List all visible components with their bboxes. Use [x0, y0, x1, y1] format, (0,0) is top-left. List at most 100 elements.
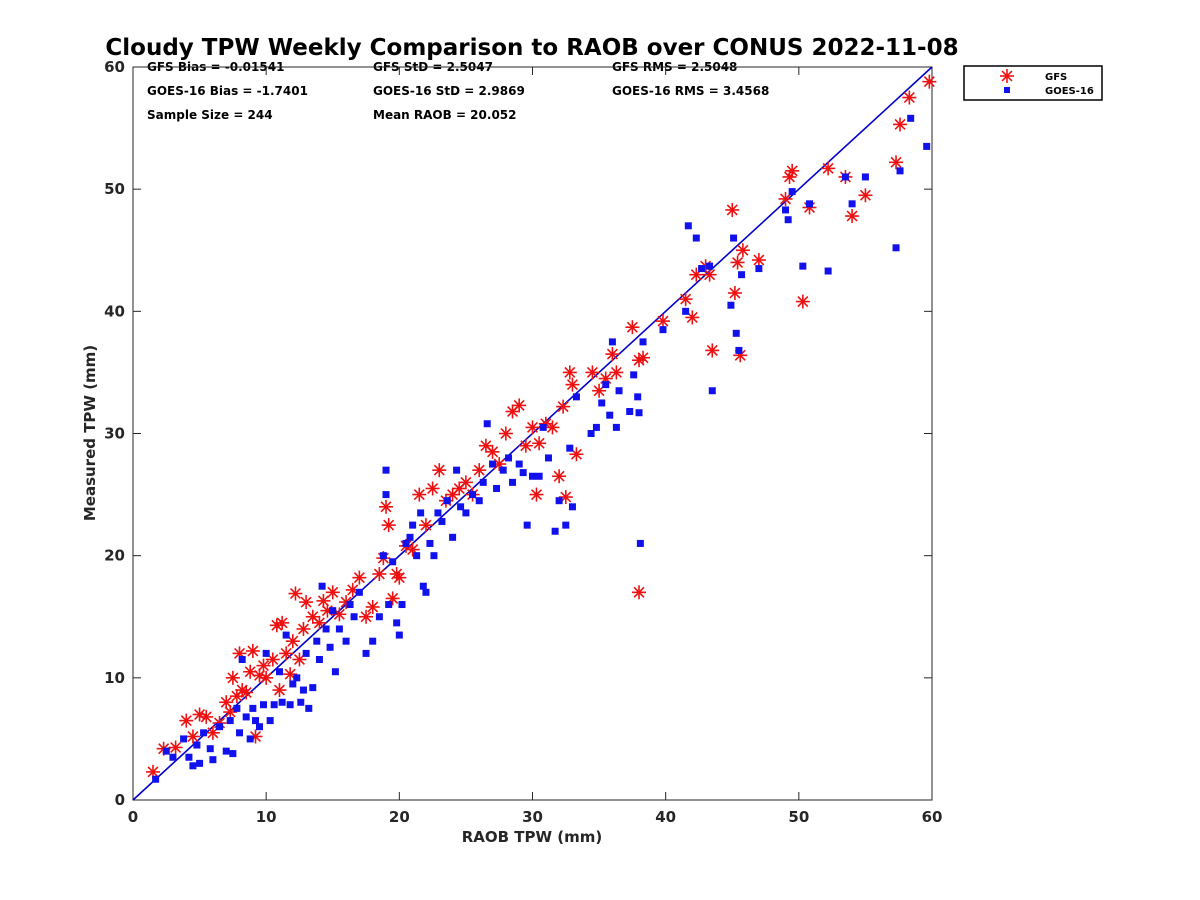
goes16-point	[355, 588, 363, 596]
gfs-point	[412, 487, 427, 502]
gfs-point	[636, 350, 651, 365]
goes16-point	[515, 460, 523, 468]
gfs-point	[529, 487, 544, 502]
gfs-point	[392, 570, 407, 585]
goes16-point	[395, 631, 403, 639]
gfs-point	[339, 595, 354, 610]
gfs-point	[275, 615, 290, 630]
goes16-point	[369, 637, 377, 645]
goes16-point	[438, 517, 446, 525]
goes16-point	[592, 423, 600, 431]
goes16-point	[434, 509, 442, 517]
goes16-point	[206, 745, 214, 753]
goes16-point	[242, 713, 250, 721]
gfs-point	[292, 652, 307, 667]
gfs-point	[632, 585, 647, 600]
goes16-point	[462, 509, 470, 517]
goes16-point	[375, 613, 383, 621]
y-tick-label: 10	[104, 669, 125, 687]
goes16-point	[313, 637, 321, 645]
plot-area: 0 10 20 30 40 50 60 0 10 20 30 40 50 60	[104, 58, 942, 826]
gfs-point	[458, 475, 473, 490]
gfs-point	[705, 343, 720, 358]
goes16-point	[848, 200, 856, 208]
goes16-point	[193, 741, 201, 749]
goes16-point	[923, 142, 931, 150]
data-points	[145, 74, 937, 783]
goes16-point	[389, 558, 397, 566]
gfs-point	[272, 683, 287, 698]
legend-label: GFS	[1045, 72, 1067, 83]
gfs-point	[922, 74, 937, 89]
gfs-point	[365, 599, 380, 614]
gfs-point	[785, 163, 800, 178]
goes16-point	[505, 454, 513, 462]
stat-text: GOES-16 Bias = -1.7401	[147, 84, 308, 98]
goes16-point	[229, 750, 237, 758]
legend: GFS GOES-16	[963, 65, 1103, 101]
goes16-point	[318, 582, 326, 590]
goes16-point	[449, 533, 457, 541]
gfs-point	[168, 740, 183, 755]
y-axis-label: Measured TPW (mm)	[81, 345, 99, 521]
gfs-point	[296, 621, 311, 636]
goes16-point	[562, 521, 570, 529]
goes16-point	[293, 674, 301, 682]
goes16-point	[453, 466, 461, 474]
gfs-point	[609, 365, 624, 380]
goes16-point	[419, 582, 427, 590]
goes16-point	[566, 444, 574, 452]
goes16-point	[299, 686, 307, 694]
goes16-point	[382, 491, 390, 499]
goes16-point	[475, 497, 483, 505]
goes16-point	[233, 704, 241, 712]
stat-text: GOES-16 StD = 2.9869	[373, 84, 525, 98]
goes16-point	[606, 411, 614, 419]
goes16-point	[152, 775, 160, 783]
goes16-point	[626, 408, 634, 416]
axis-ticks: 0 10 20 30 40 50 60 0 10 20 30 40 50 60	[104, 58, 942, 826]
x-tick-label: 0	[128, 808, 138, 826]
goes16-point	[824, 267, 832, 275]
goes16-point	[350, 613, 358, 621]
x-tick-label: 30	[522, 808, 543, 826]
goes16-point	[509, 478, 517, 486]
goes16-point	[612, 423, 620, 431]
goes16-point	[216, 723, 224, 731]
goes16-point	[331, 668, 339, 676]
goes16-point	[602, 381, 610, 389]
gfs-point	[179, 713, 194, 728]
gfs-point	[518, 438, 533, 453]
y-tick-label: 60	[104, 58, 125, 76]
gfs-point	[498, 426, 513, 441]
x-axis-label: RAOB TPW (mm)	[462, 828, 603, 846]
goes16-point	[417, 509, 425, 517]
goes16-point	[608, 338, 616, 346]
goes16-point	[282, 631, 290, 639]
goes16-point	[493, 484, 501, 492]
goes16-point	[379, 552, 387, 560]
gfs-point	[821, 161, 836, 176]
goes16-point	[249, 704, 257, 712]
gfs-point	[605, 347, 620, 362]
goes16-point	[422, 588, 430, 596]
goes16-point	[385, 601, 393, 609]
goes16-point	[275, 668, 283, 676]
gfs-point	[525, 420, 540, 435]
goes16-point	[499, 466, 507, 474]
goes16-point	[479, 478, 487, 486]
gfs-point	[725, 202, 740, 217]
goes16-point	[784, 216, 792, 224]
goes16-point	[755, 265, 763, 273]
goes16-point	[636, 539, 644, 547]
gfs-point	[545, 420, 560, 435]
goes16-point	[169, 753, 177, 761]
legend-marker-gfs	[1000, 69, 1014, 83]
gfs-point	[632, 353, 647, 368]
gfs-point	[279, 646, 294, 661]
gfs-point	[452, 481, 467, 496]
x-tick-label: 20	[389, 808, 410, 826]
goes16-point	[659, 326, 667, 334]
y-tick-label: 0	[115, 791, 125, 809]
goes16-point	[896, 167, 904, 175]
